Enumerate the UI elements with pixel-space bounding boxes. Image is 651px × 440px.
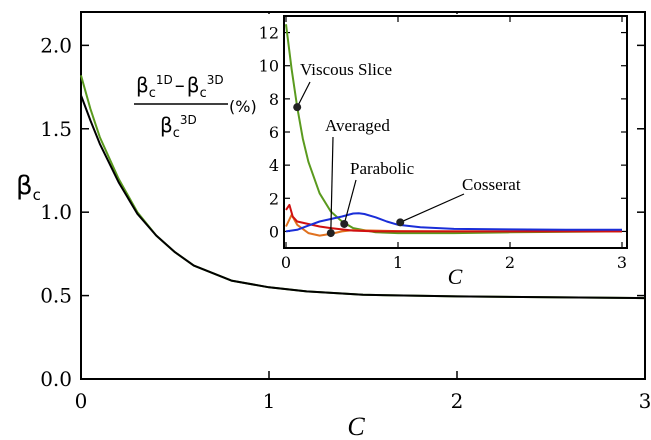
annotation-leader-line — [343, 179, 357, 225]
main-y-axis-label: βc — [16, 171, 41, 204]
inset-y-tick-label: 6 — [269, 123, 279, 142]
inset-y-tick-label: 12 — [259, 24, 279, 43]
main-y-axis-label-base: β — [16, 171, 33, 201]
annotation-label: Parabolic — [350, 159, 415, 178]
main-x-tick-label: 1 — [263, 389, 276, 413]
annotation-marker — [396, 218, 405, 227]
formula-unit: (%) — [229, 97, 257, 116]
main-y-tick-label: 0.5 — [40, 284, 72, 308]
inset-series — [285, 24, 623, 237]
formula-den-sub: c — [173, 126, 180, 141]
inset-series-viscous-slice — [285, 24, 623, 235]
annotation-label: Viscous Slice — [300, 60, 392, 79]
formula-num-right-base: β — [187, 73, 200, 97]
main-ticks: 0 1 2 30.00.51.01.52.0 — [40, 12, 651, 413]
annotation-leader-line — [330, 136, 334, 234]
main-y-tick-label: 0.0 — [40, 367, 72, 391]
formula-den-sup: 3D — [180, 113, 197, 127]
inset-series-parabolic — [285, 203, 622, 233]
inset-y-tick-label: 10 — [259, 57, 279, 76]
inset-x-tick-label: 0 — [281, 253, 291, 272]
inset-x-tick-label: 1 — [393, 253, 403, 272]
inset-x-tick-label: 3 — [617, 253, 627, 272]
main-y-axis-label-sub: c — [33, 186, 41, 204]
inset-series-cosserat — [285, 212, 622, 233]
main-plot-frame — [80, 11, 646, 380]
annotation-marker — [293, 103, 302, 112]
inset-x-axis-label: C — [448, 264, 463, 289]
formula-num-right-sub: c — [200, 86, 207, 101]
formula-num-left-sup: 1D — [156, 73, 173, 87]
main-x-axis-label: C — [347, 412, 365, 440]
main-x-tick-label: 2 — [451, 389, 464, 413]
inset-y-tick-label: 4 — [269, 156, 279, 175]
formula-den-base: β — [160, 113, 173, 137]
inset-y-tick-label: 8 — [269, 90, 279, 109]
formula-numerator: βc1D – βc3D — [136, 73, 224, 101]
annotation-label: Averaged — [325, 116, 390, 135]
main-series-line-2 — [80, 95, 646, 300]
main-x-tick-label: 3 — [639, 389, 651, 413]
annotation-leader-line — [296, 81, 311, 108]
inset-annotations: Viscous Slice Averaged Parabolic Cosserat — [293, 60, 521, 238]
formula-minus: – — [175, 73, 185, 97]
main-y-tick-label: 2.0 — [40, 33, 72, 57]
formula-denominator: βc3D — [160, 113, 197, 141]
main-y-tick-label: 1.0 — [40, 200, 72, 224]
inset-y-tick-label: 2 — [269, 189, 279, 208]
inset-x-tick-label: 2 — [505, 253, 515, 272]
main-y-tick-label: 1.5 — [40, 117, 72, 141]
annotation-marker — [326, 229, 335, 238]
inset-y-axis-formula: βc1D – βc3D βc3D (%) — [134, 73, 257, 141]
annotation-leader-line — [399, 193, 465, 223]
annotation-label: Cosserat — [462, 175, 521, 194]
main-series — [80, 75, 646, 300]
formula-num-right-sup: 3D — [207, 73, 224, 87]
annotation-marker — [340, 219, 349, 228]
formula-num-left-base: β — [136, 73, 149, 97]
inset-y-tick-label: 0 — [269, 222, 279, 241]
formula-num-left-sub: c — [149, 86, 156, 101]
main-x-tick-label: 0 — [75, 389, 88, 413]
